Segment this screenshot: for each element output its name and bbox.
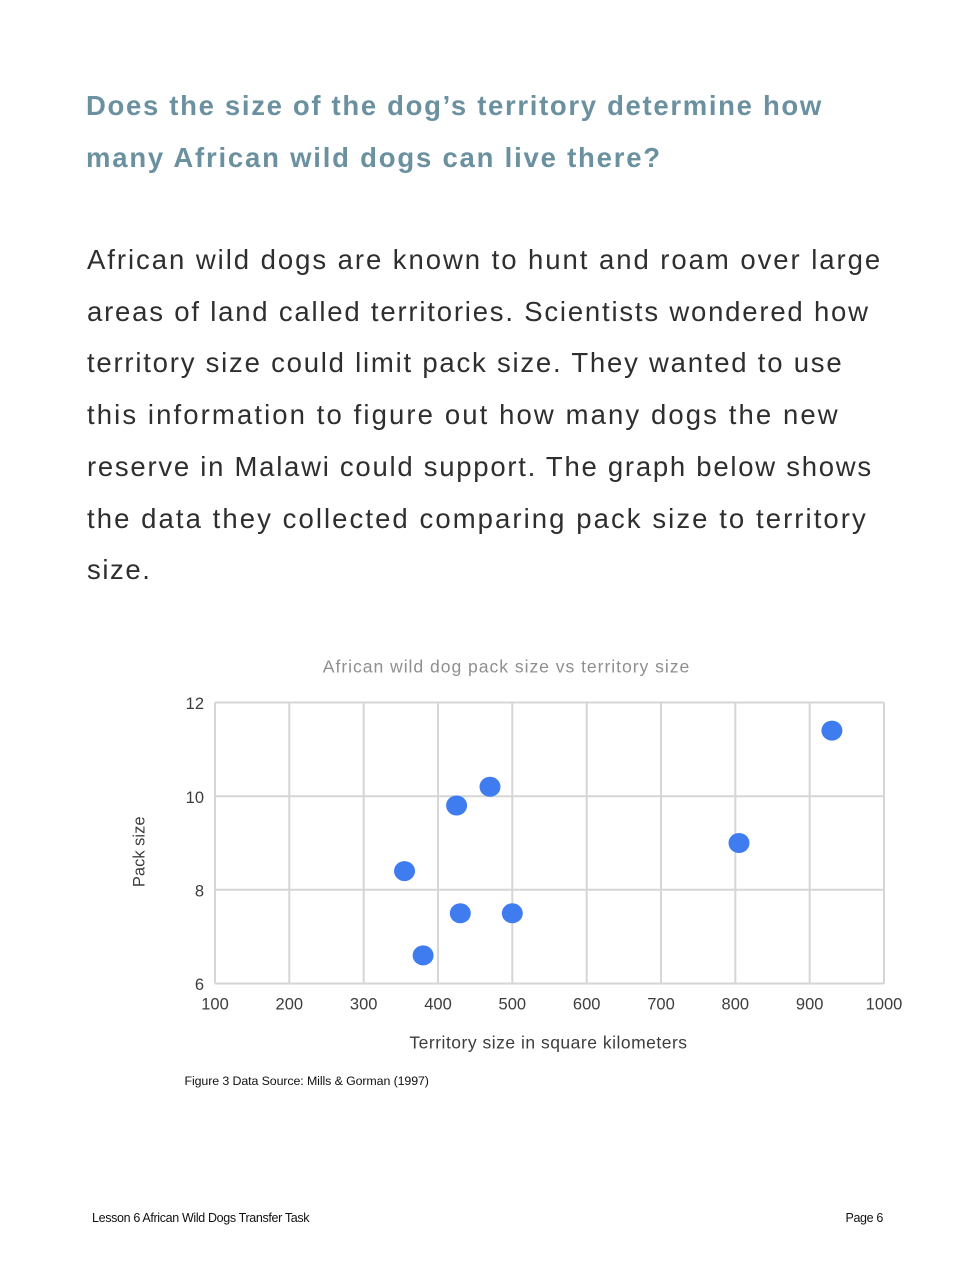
svg-text:700: 700	[647, 995, 675, 1013]
svg-text:Territory size in square kilom: Territory size in square kilometers	[409, 1033, 687, 1053]
svg-text:100: 100	[201, 995, 229, 1013]
svg-text:400: 400	[424, 995, 452, 1013]
svg-text:500: 500	[499, 995, 527, 1013]
svg-text:6: 6	[195, 976, 204, 994]
svg-text:12: 12	[186, 695, 204, 713]
svg-text:Pack size: Pack size	[131, 816, 149, 887]
svg-text:900: 900	[796, 995, 824, 1013]
svg-text:300: 300	[350, 995, 378, 1013]
svg-text:800: 800	[722, 995, 750, 1013]
svg-text:Figure 3 Data Source: Mills &: Figure 3 Data Source: Mills & Gorman (19…	[185, 1074, 429, 1088]
svg-text:African wild dog pack size vs: African wild dog pack size vs territory …	[323, 656, 690, 676]
svg-text:10: 10	[186, 789, 204, 807]
svg-text:600: 600	[573, 995, 601, 1013]
svg-text:200: 200	[276, 995, 304, 1013]
svg-text:1000: 1000	[866, 995, 903, 1013]
svg-text:8: 8	[195, 883, 204, 901]
